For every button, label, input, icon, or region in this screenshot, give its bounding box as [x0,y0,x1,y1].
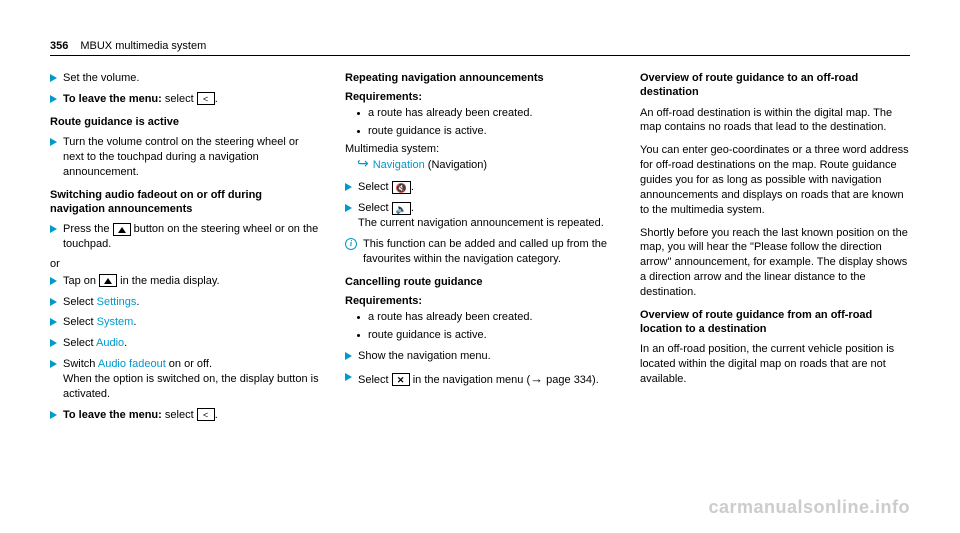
step-arrow-icon [50,338,57,350]
info-item: i This function can be added and called … [345,237,615,267]
bullet-text: route guidance is active. [368,125,487,137]
step-item: Set the volume. [50,71,320,86]
step-arrow-icon [345,203,352,215]
step-arrow-icon [345,351,352,363]
bullet-icon [357,130,360,133]
info-text: This function can be added and called up… [363,237,615,267]
step-text: Tap on in the media display. [63,274,320,289]
step-text: To leave the menu: select <. [63,408,320,423]
mute-key-icon: 🔇 [392,181,411,194]
step-text: Set the volume. [63,71,320,86]
step-item: To leave the menu: select <. [50,408,320,423]
nav-arrow-icon: ↪ [357,155,369,171]
step-arrow-icon [50,224,57,236]
step-arrow-icon [50,73,57,85]
column-2: Repeating navigation announcements Requi… [345,71,615,429]
bullet-item: a route has already been created. [357,311,615,323]
page-header: 356 MBUX multimedia system [50,40,910,56]
step-text: Turn the volume control on the steering … [63,135,320,180]
step-item: To leave the menu: select <. [50,92,320,107]
step-item: Show the navigation menu. [345,349,615,364]
home-key-icon [113,223,131,236]
step-item: Select 🔇. [345,180,615,195]
step-arrow-icon [50,297,57,309]
step-arrow-icon [50,94,57,106]
step-arrow-icon [50,317,57,329]
requirements-label: Requirements: [345,295,615,307]
section-heading: Repeating navigation announcements [345,71,615,85]
step-arrow-icon [50,410,57,422]
step-text: Select 🔈.The current navigation announce… [358,201,615,231]
step-item: Press the button on the steering wheel o… [50,222,320,252]
bullet-icon [357,334,360,337]
back-key-icon: < [197,408,215,421]
section-heading: Cancelling route guidance [345,275,615,289]
step-item: Select System. [50,315,320,330]
step-arrow-icon [50,276,57,288]
step-item: Select Audio. [50,336,320,351]
step-arrow-icon [345,372,352,384]
paragraph: Shortly before you reach the last known … [640,226,910,300]
step-text: Press the button on the steering wheel o… [63,222,320,252]
bullet-item: route guidance is active. [357,125,615,137]
page-number: 356 [50,40,68,52]
requirements-label: Requirements: [345,91,615,103]
info-icon: i [345,238,357,250]
column-3: Overview of route guidance to an off-roa… [640,71,910,429]
section-heading: Overview of route guidance to an off-roa… [640,71,910,100]
paragraph: In an off-road position, the current veh… [640,342,910,387]
home-key-icon [99,274,117,287]
step-text: Select Settings. [63,295,320,310]
page-title: MBUX multimedia system [80,40,206,52]
step-item: Turn the volume control on the steering … [50,135,320,180]
step-item: Tap on in the media display. [50,274,320,289]
content-columns: Set the volume. To leave the menu: selec… [50,71,910,429]
step-item: Switch Audio fadeout on or off.When the … [50,357,320,402]
watermark: carmanualsonline.info [708,497,910,518]
section-heading: Route guidance is active [50,115,320,129]
multimedia-label: Multimedia system: [345,143,615,155]
bullet-icon [357,112,360,115]
paragraph: An off-road destination is within the di… [640,106,910,136]
step-text: Select ✕ in the navigation menu (→ page … [358,370,615,388]
bullet-item: route guidance is active. [357,329,615,341]
step-arrow-icon [345,182,352,194]
bullet-item: a route has already been created. [357,107,615,119]
step-text: Show the navigation menu. [358,349,615,364]
multimedia-block: Multimedia system: ↪Navigation (Navigati… [345,143,615,172]
section-heading: Switching audio fadeout on or off during… [50,188,320,217]
bullet-text: a route has already been created. [368,107,533,119]
bullet-icon [357,316,360,319]
step-item: Select ✕ in the navigation menu (→ page … [345,370,615,388]
step-arrow-icon [50,359,57,371]
cancel-key-icon: ✕ [392,373,410,386]
paragraph: You can enter geo-coordinates or a three… [640,143,910,217]
column-1: Set the volume. To leave the menu: selec… [50,71,320,429]
bullet-text: a route has already been created. [368,311,533,323]
bullet-text: route guidance is active. [368,329,487,341]
step-text: Switch Audio fadeout on or off.When the … [63,357,320,402]
step-text: Select 🔇. [358,180,615,195]
step-text: Select System. [63,315,320,330]
multimedia-path: ↪Navigation (Navigation) [345,155,615,172]
back-key-icon: < [197,92,215,105]
step-item: Select Settings. [50,295,320,310]
section-heading: Overview of route guidance from an off-r… [640,308,910,337]
step-text: To leave the menu: select <. [63,92,320,107]
step-text: Select Audio. [63,336,320,351]
speaker-key-icon: 🔈 [392,202,411,215]
or-separator: or [50,258,320,270]
step-item: Select 🔈.The current navigation announce… [345,201,615,231]
step-arrow-icon [50,137,57,149]
